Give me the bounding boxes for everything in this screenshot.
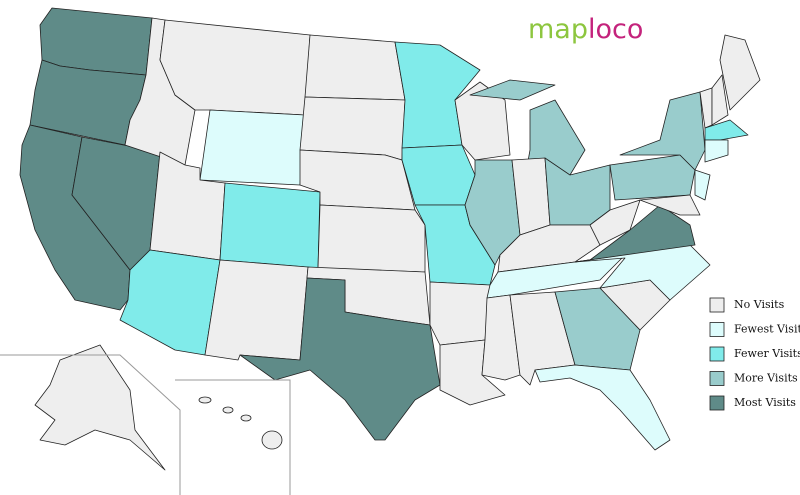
state [219,182,321,269]
state [704,119,749,141]
legend: No Visits Fewest Visits Fewer Visits More V… [709,297,800,411]
legend-swatch [709,322,725,337]
state [574,204,696,263]
state [239,277,441,441]
state [222,406,234,414]
state [159,19,311,116]
logo: maploco [528,14,643,45]
state [454,81,511,161]
state [694,169,711,201]
state [554,287,641,371]
state [589,199,641,246]
state [204,259,309,361]
legend-label: No Visits [734,298,785,311]
legend-swatch [709,346,725,362]
state [704,139,729,163]
state [429,281,491,346]
state [711,74,729,126]
legend-label: Fewer Visits [734,347,800,360]
state [199,109,306,186]
legend-label: Fewest Visits [734,323,800,336]
state [401,144,476,206]
state [198,396,212,404]
states [19,7,761,471]
legend-swatch [709,395,725,411]
state [619,91,706,171]
alaska-inset-border [0,354,181,495]
legend-swatch [709,297,725,313]
hawaii-inset-border [175,379,291,495]
legend-label: More Visits [734,372,798,385]
state [304,34,406,101]
state [240,414,252,422]
legend-label: Most Visits [734,396,796,409]
logo-map: map [528,14,588,45]
state [317,204,426,273]
legend-swatch [709,371,725,386]
state [574,244,711,301]
state [719,34,761,111]
state [34,344,166,471]
state [639,194,701,216]
state [534,364,671,451]
state [609,154,696,201]
logo-loco: loco [588,14,643,45]
state [469,79,556,101]
state [261,430,283,450]
